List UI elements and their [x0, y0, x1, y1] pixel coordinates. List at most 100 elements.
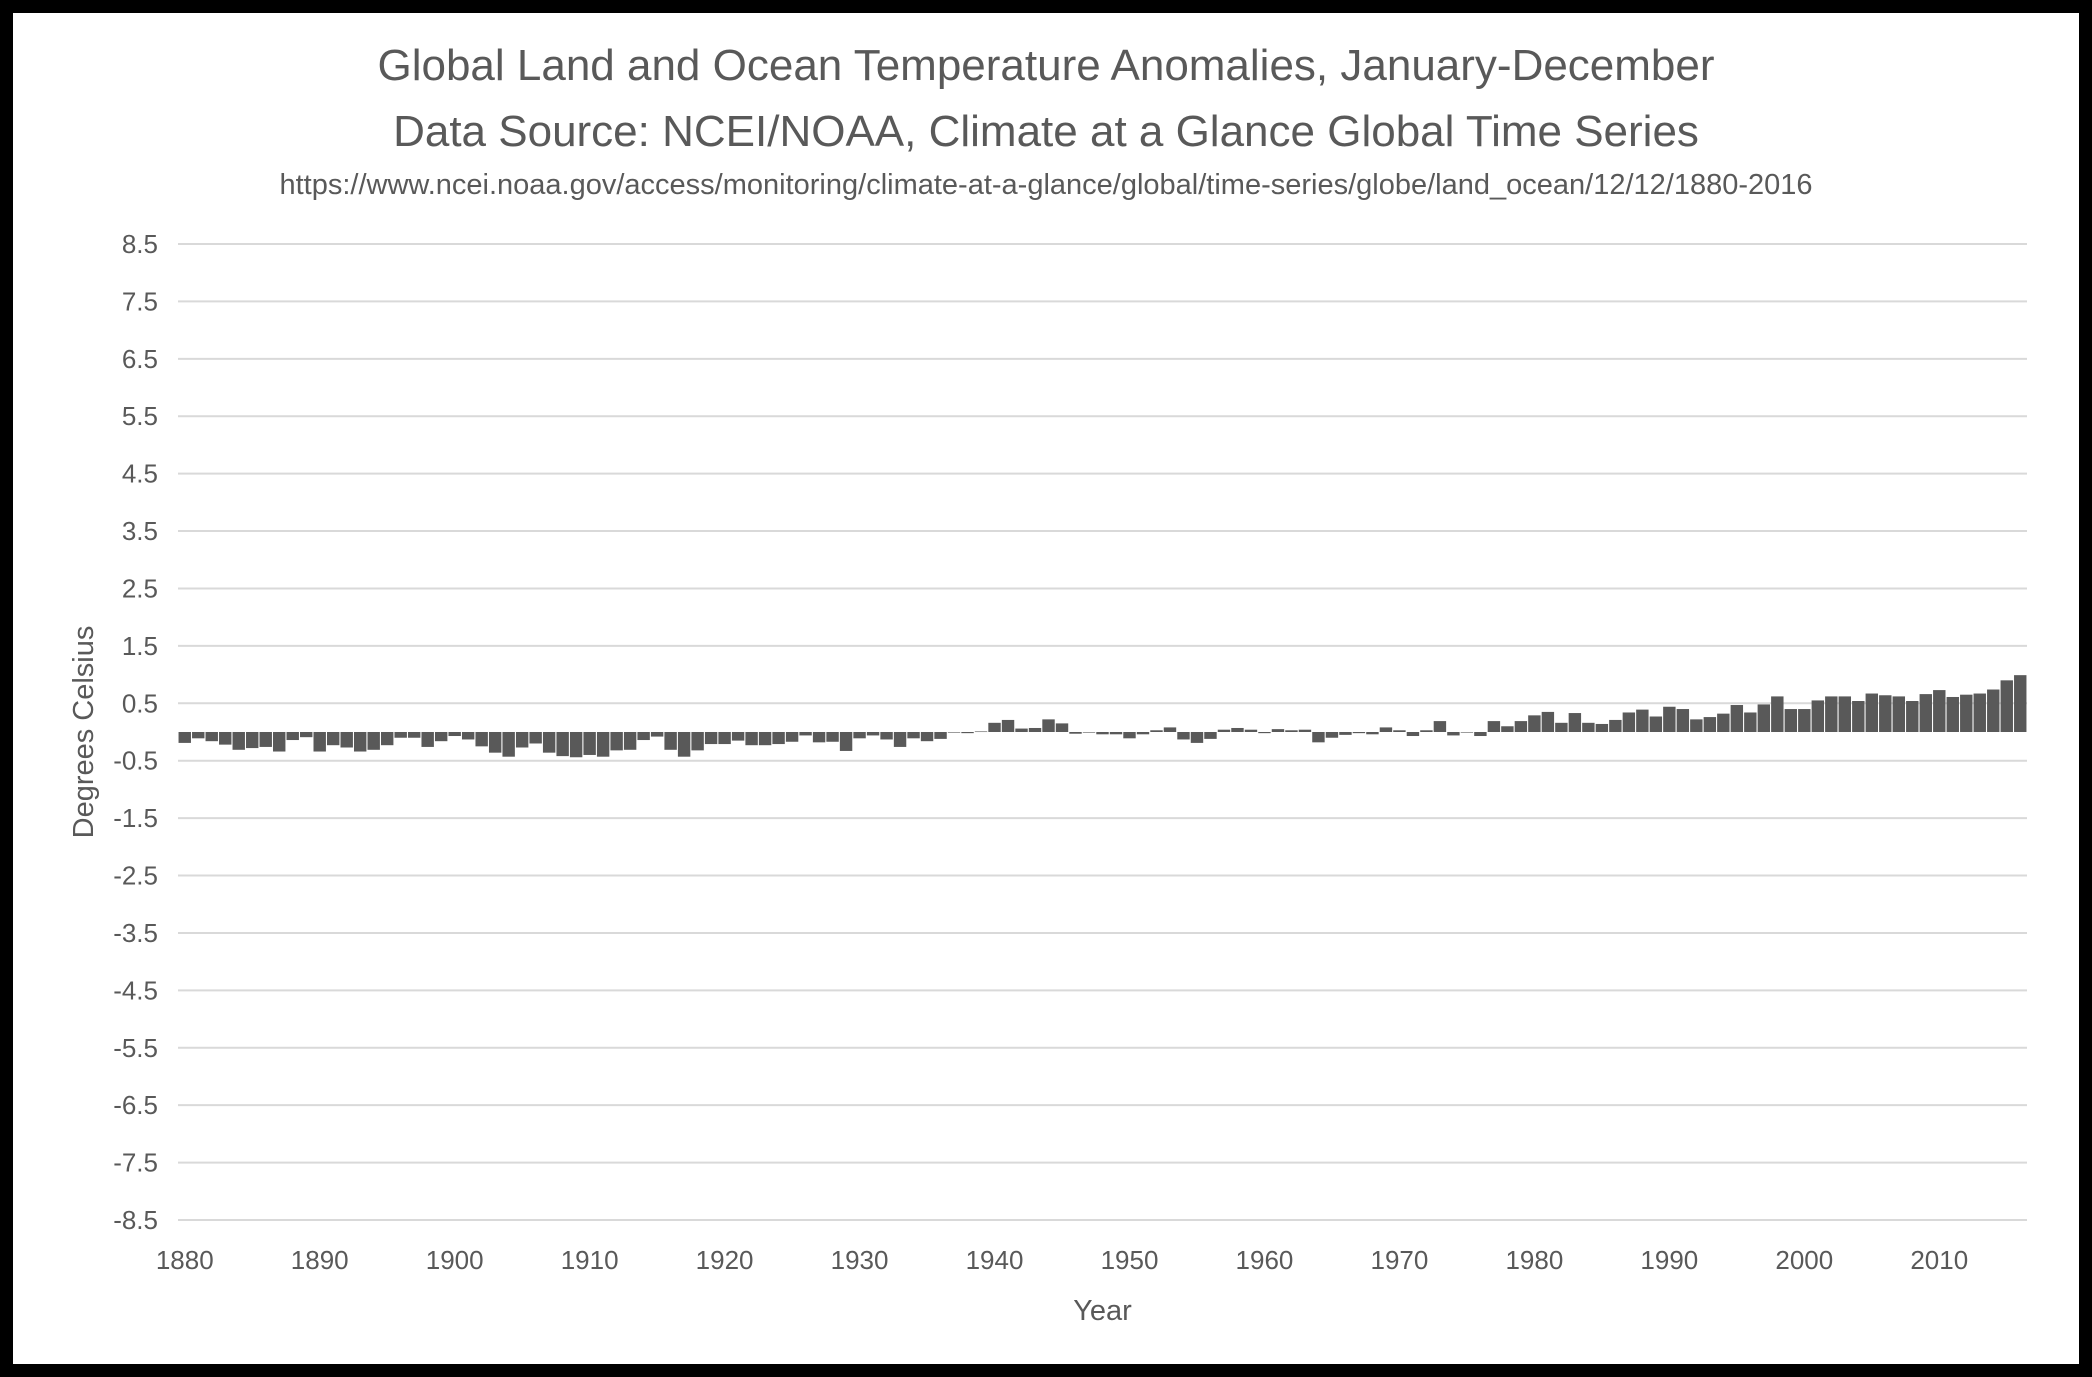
- bar-1896: [394, 732, 407, 738]
- bar-2012: [1960, 694, 1973, 732]
- y-tick-label: 6.5: [122, 344, 158, 374]
- bar-1888: [286, 732, 299, 741]
- bar-1899: [434, 732, 448, 742]
- bar-1972: [1420, 730, 1433, 732]
- bar-1963: [1298, 729, 1312, 732]
- bar-1920: [718, 732, 731, 745]
- bar-1968: [1366, 732, 1379, 735]
- x-tick-label: 2000: [1775, 1245, 1833, 1275]
- bar-1880: [178, 732, 191, 743]
- bar-1940: [988, 722, 1001, 732]
- bar-2014: [1987, 689, 2000, 732]
- y-tick-label: -4.5: [113, 975, 158, 1005]
- bar-1900: [448, 732, 461, 737]
- bar-1973: [1433, 721, 1447, 732]
- bar-1955: [1190, 732, 1204, 743]
- bar-1944: [1042, 719, 1055, 732]
- bar-1912: [610, 732, 623, 751]
- bar-1965: [1325, 732, 1339, 738]
- bar-2016: [2014, 675, 2027, 732]
- bar-1956: [1204, 732, 1217, 739]
- chart-title: Global Land and Ocean Temperature Anomal…: [377, 41, 1715, 90]
- chart-source-url: https://www.ncei.noaa.gov/access/monitor…: [279, 169, 1813, 201]
- bar-1942: [1015, 728, 1028, 732]
- bar-1908: [556, 732, 569, 757]
- bar-1986: [1609, 719, 1622, 732]
- x-tick-label: 1980: [1505, 1245, 1563, 1275]
- bar-1882: [205, 732, 218, 742]
- bar-2010: [1933, 690, 1946, 732]
- y-tick-label: -3.5: [113, 918, 158, 948]
- bar-1950: [1123, 732, 1136, 739]
- bar-1891: [327, 732, 340, 746]
- bar-1978: [1501, 726, 1514, 732]
- bar-1947: [1082, 732, 1096, 733]
- bar-1967: [1352, 732, 1366, 734]
- y-tick-label: 4.5: [122, 459, 158, 489]
- bar-1938: [961, 732, 974, 734]
- bar-1995: [1730, 705, 1744, 732]
- y-tick-label: -1.5: [113, 803, 158, 833]
- bar-1975: [1460, 732, 1474, 733]
- bar-1949: [1109, 732, 1123, 735]
- bar-1924: [772, 732, 785, 745]
- bar-1928: [826, 732, 839, 742]
- bar-1883: [219, 732, 232, 745]
- bar-1921: [731, 732, 745, 741]
- bar-1991: [1676, 709, 1690, 732]
- bar-1964: [1312, 732, 1325, 743]
- bar-2015: [2000, 680, 2013, 732]
- bar-1961: [1271, 729, 1285, 732]
- bar-1887: [273, 732, 286, 752]
- x-tick-label: 1990: [1640, 1245, 1698, 1275]
- x-tick-label: 1940: [966, 1245, 1024, 1275]
- bar-1983: [1568, 713, 1582, 732]
- bar-2004: [1852, 701, 1865, 732]
- bar-1939: [974, 731, 988, 733]
- bar-2008: [1906, 701, 1919, 732]
- y-tick-label: 8.5: [122, 229, 158, 259]
- bar-1907: [542, 732, 556, 753]
- bar-1970: [1393, 730, 1406, 732]
- bar-2002: [1825, 696, 1838, 732]
- bar-1937: [947, 732, 961, 733]
- bar-2000: [1798, 709, 1811, 732]
- bar-1974: [1447, 732, 1460, 736]
- y-tick-label: -2.5: [113, 861, 158, 891]
- bar-1948: [1096, 732, 1109, 735]
- bar-1980: [1528, 715, 1541, 732]
- bar-1906: [529, 732, 542, 744]
- bar-1922: [745, 732, 758, 746]
- y-tick-label: -6.5: [113, 1090, 158, 1120]
- bar-1969: [1379, 727, 1393, 732]
- bar-1989: [1649, 716, 1663, 732]
- bar-1886: [259, 732, 272, 747]
- bar-1898: [421, 732, 434, 747]
- bar-1890: [313, 732, 326, 752]
- bar-1958: [1231, 727, 1244, 732]
- bar-1981: [1541, 711, 1555, 732]
- bar-1979: [1514, 721, 1528, 732]
- bar-1930: [853, 732, 866, 739]
- bar-1910: [583, 732, 596, 755]
- bar-1903: [488, 732, 502, 753]
- x-tick-label: 1890: [291, 1245, 349, 1275]
- bar-1884: [232, 732, 245, 750]
- bar-1911: [596, 732, 610, 757]
- bar-2001: [1811, 700, 1825, 732]
- y-tick-label: -5.5: [113, 1033, 158, 1063]
- bar-1889: [300, 732, 313, 738]
- bar-1984: [1582, 722, 1595, 732]
- bar-2011: [1946, 696, 1959, 732]
- y-axis-title: Degrees Celsius: [68, 626, 100, 839]
- bar-1914: [637, 732, 650, 741]
- bar-1997: [1757, 704, 1771, 732]
- bar-1894: [367, 732, 380, 750]
- bar-1962: [1285, 730, 1298, 732]
- bar-1966: [1339, 732, 1352, 735]
- bar-1993: [1703, 717, 1717, 732]
- bar-1881: [192, 732, 205, 739]
- bar-1913: [623, 732, 637, 750]
- bar-1954: [1177, 732, 1190, 740]
